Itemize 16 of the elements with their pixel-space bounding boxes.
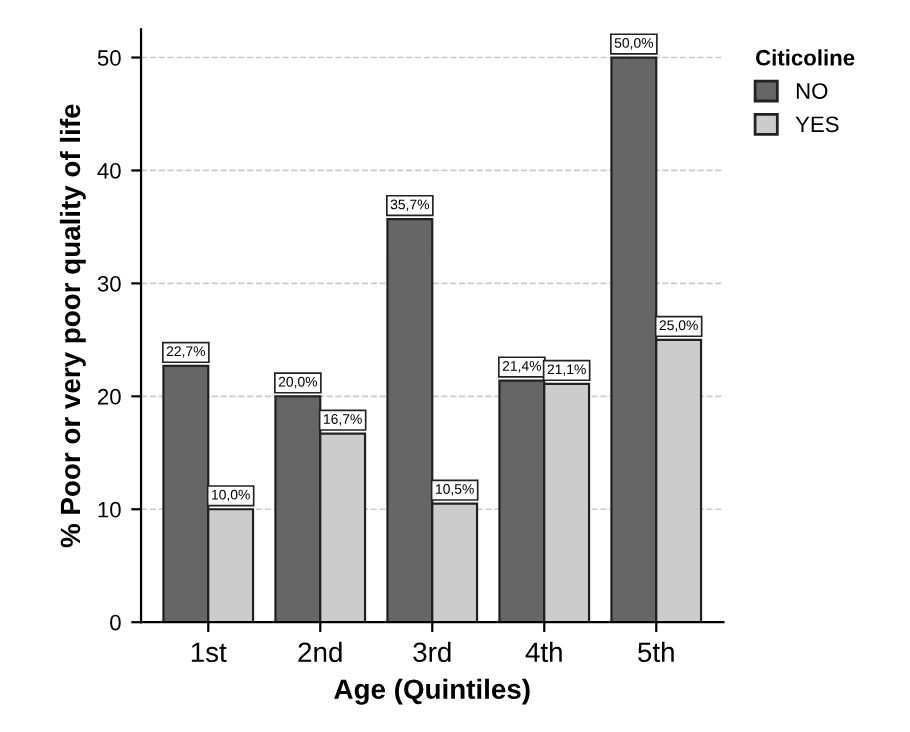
- legend-label: YES: [795, 116, 839, 133]
- x-tick-label: 1st: [191, 642, 227, 663]
- y-tick-label: 10: [98, 501, 121, 518]
- legend-label: NO: [796, 83, 828, 99]
- y-axis-title: % Poor or very poor quality of life: [59, 104, 86, 548]
- x-tick-label: 4th: [525, 641, 562, 662]
- x-tick-label: 5th: [638, 641, 674, 663]
- x-tick-label: 2nd: [298, 641, 342, 663]
- y-tick-label: 40: [97, 162, 121, 179]
- x-tick-label: 3rd: [413, 641, 451, 663]
- y-tick-label: 20: [98, 388, 121, 405]
- y-tick-label: 0: [110, 614, 121, 631]
- y-tick-label: 30: [97, 275, 121, 292]
- legend-title: Citicoline: [756, 49, 855, 66]
- y-tick-label: 50: [97, 50, 121, 66]
- x-axis-title: Age (Quintiles): [334, 678, 530, 705]
